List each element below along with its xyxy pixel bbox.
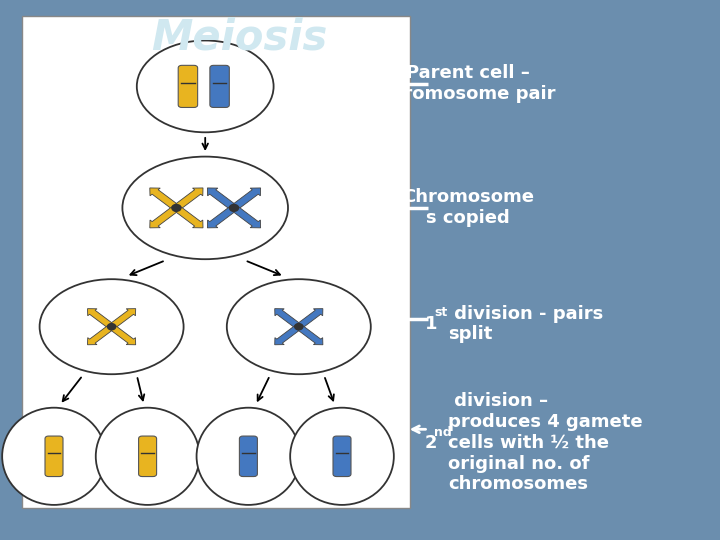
FancyArrow shape xyxy=(150,188,179,210)
FancyArrow shape xyxy=(150,206,179,228)
Text: Meiosis: Meiosis xyxy=(151,16,328,58)
Text: division - pairs
split: division - pairs split xyxy=(448,305,603,343)
Ellipse shape xyxy=(137,40,274,132)
FancyArrow shape xyxy=(88,309,114,329)
Circle shape xyxy=(107,323,116,330)
Circle shape xyxy=(230,205,238,211)
Text: Chromosome
s copied: Chromosome s copied xyxy=(402,188,534,227)
Ellipse shape xyxy=(96,408,199,505)
Ellipse shape xyxy=(197,408,300,505)
FancyArrow shape xyxy=(207,188,237,210)
FancyArrow shape xyxy=(231,188,261,210)
FancyArrow shape xyxy=(109,309,135,329)
Ellipse shape xyxy=(122,157,288,259)
FancyBboxPatch shape xyxy=(178,65,197,107)
Text: nd: nd xyxy=(434,426,452,438)
FancyBboxPatch shape xyxy=(333,436,351,477)
FancyArrow shape xyxy=(275,309,302,329)
FancyArrow shape xyxy=(231,206,261,228)
Ellipse shape xyxy=(40,279,184,374)
FancyArrow shape xyxy=(174,206,203,228)
FancyArrow shape xyxy=(275,325,302,345)
Text: Parent cell –
chromosome pair: Parent cell – chromosome pair xyxy=(380,64,556,103)
FancyArrow shape xyxy=(88,325,114,345)
FancyBboxPatch shape xyxy=(138,436,156,477)
FancyArrow shape xyxy=(109,325,135,345)
FancyBboxPatch shape xyxy=(45,436,63,477)
FancyBboxPatch shape xyxy=(22,16,410,508)
Text: 1: 1 xyxy=(425,315,437,333)
FancyArrow shape xyxy=(174,188,203,210)
Ellipse shape xyxy=(290,408,394,505)
FancyArrow shape xyxy=(296,309,323,329)
Circle shape xyxy=(294,323,303,330)
Text: 2: 2 xyxy=(425,434,437,452)
Ellipse shape xyxy=(2,408,106,505)
FancyBboxPatch shape xyxy=(239,436,258,477)
FancyArrow shape xyxy=(296,325,323,345)
FancyArrow shape xyxy=(207,206,237,228)
Text: st: st xyxy=(434,306,447,319)
Text: division –
produces 4 gamete
cells with ½ the
original no. of
chromosomes: division – produces 4 gamete cells with … xyxy=(448,392,642,494)
Ellipse shape xyxy=(227,279,371,374)
FancyBboxPatch shape xyxy=(210,65,229,107)
Circle shape xyxy=(172,205,181,211)
